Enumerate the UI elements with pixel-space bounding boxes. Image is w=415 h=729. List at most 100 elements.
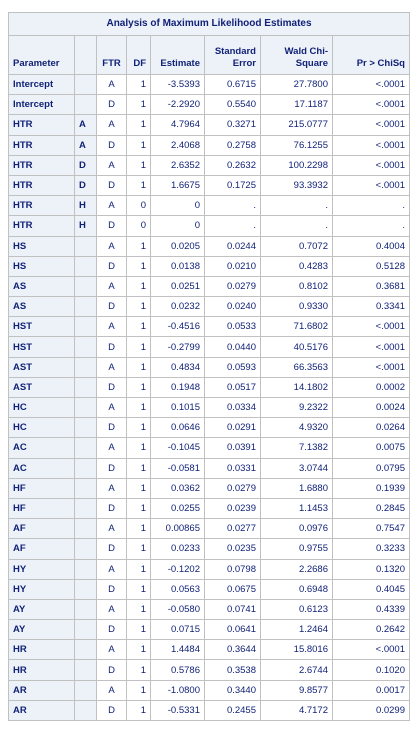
- table-row: HC D 1 0.0646 0.0291 4.9320 0.0264: [8, 417, 410, 439]
- cell-ftr: A: [96, 477, 127, 499]
- cell-level: H: [74, 195, 97, 217]
- table-row: HTR A D 1 2.4068 0.2758 76.1255 <.0001: [8, 134, 410, 156]
- header-wald-chi-square: Wald Chi-Square: [260, 35, 333, 75]
- cell-level: [74, 679, 97, 701]
- header-standard-error: Standard Error: [204, 35, 261, 75]
- table-row: HTR H D 0 0...: [8, 215, 410, 237]
- cell-level: [74, 538, 97, 560]
- cell-wald-chi-square: 3.0744: [260, 457, 333, 479]
- cell-level: [74, 376, 97, 399]
- cell-wald-chi-square: 0.6123: [260, 598, 333, 621]
- cell-standard-error: 0.3271: [204, 114, 261, 136]
- cell-p-value: <.0001: [332, 94, 410, 116]
- table-row: Intercept D 1 -2.2920 0.5540 17.1187 <.0001: [8, 94, 410, 116]
- cell-df: 1: [126, 619, 151, 641]
- cell-wald-chi-square: 2.2686: [260, 558, 333, 580]
- cell-level: D: [74, 174, 97, 197]
- cell-p-value: 0.5128: [332, 255, 410, 277]
- cell-level: [74, 73, 97, 96]
- cell-df: 1: [126, 376, 151, 399]
- cell-standard-error: 0.0279: [204, 275, 261, 298]
- cell-ftr: A: [96, 195, 127, 217]
- table-row: HTR H A 0 0...: [8, 195, 410, 217]
- cell-standard-error: 0.2632: [204, 154, 261, 176]
- table-row: HTR D A 1 2.6352 0.2632 100.2298 <.0001: [8, 154, 410, 176]
- cell-parameter: AS: [8, 296, 75, 318]
- cell-df: 1: [126, 73, 151, 96]
- cell-df: 1: [126, 417, 151, 439]
- cell-ftr: A: [96, 356, 127, 378]
- cell-estimate: 0.0715: [150, 619, 205, 641]
- cell-standard-error: 0.0675: [204, 578, 261, 600]
- table-row: HY D 1 0.0563 0.0675 0.6948 0.4045: [8, 578, 410, 600]
- cell-level: [74, 477, 97, 499]
- cell-ftr: D: [96, 255, 127, 277]
- cell-wald-chi-square: 76.1255: [260, 134, 333, 156]
- cell-parameter: AS: [8, 275, 75, 298]
- cell-df: 1: [126, 518, 151, 540]
- cell-df: 1: [126, 457, 151, 479]
- cell-df: 1: [126, 336, 151, 358]
- cell-level: [74, 639, 97, 661]
- cell-estimate: -0.5331: [150, 699, 205, 722]
- cell-estimate: -0.1202: [150, 558, 205, 580]
- cell-estimate: 0: [150, 215, 205, 237]
- cell-estimate: 0.4834: [150, 356, 205, 378]
- cell-wald-chi-square: 0.4283: [260, 255, 333, 277]
- cell-parameter: HR: [8, 639, 75, 661]
- cell-estimate: 0: [150, 195, 205, 217]
- cell-parameter: HTR: [8, 215, 75, 237]
- cell-parameter: HTR: [8, 195, 75, 217]
- cell-level: [74, 598, 97, 621]
- cell-standard-error: 0.0291: [204, 417, 261, 439]
- cell-level: [74, 578, 97, 600]
- cell-parameter: HST: [8, 336, 75, 358]
- cell-estimate: -3.5393: [150, 73, 205, 96]
- cell-df: 1: [126, 154, 151, 176]
- cell-estimate: 2.6352: [150, 154, 205, 176]
- cell-wald-chi-square: 40.5176: [260, 336, 333, 358]
- cell-parameter: HF: [8, 497, 75, 520]
- cell-level: [74, 316, 97, 338]
- cell-wald-chi-square: 9.8577: [260, 679, 333, 701]
- cell-df: 1: [126, 659, 151, 681]
- cell-parameter: AC: [8, 437, 75, 459]
- cell-wald-chi-square: 9.2322: [260, 396, 333, 419]
- cell-ftr: D: [96, 457, 127, 479]
- header-row: Parameter FTR DF Estimate Standard Error…: [8, 35, 410, 75]
- cell-estimate: 1.6675: [150, 174, 205, 197]
- table-row: HF A 1 0.0362 0.0279 1.6880 0.1939: [8, 477, 410, 499]
- table-row: HST A 1 -0.4516 0.0533 71.6802 <.0001: [8, 316, 410, 338]
- cell-standard-error: 0.3440: [204, 679, 261, 701]
- cell-df: 1: [126, 316, 151, 338]
- cell-p-value: .: [332, 195, 410, 217]
- cell-p-value: 0.0264: [332, 417, 410, 439]
- cell-wald-chi-square: 4.9320: [260, 417, 333, 439]
- cell-standard-error: 0.5540: [204, 94, 261, 116]
- cell-parameter: AST: [8, 356, 75, 378]
- cell-standard-error: 0.0235: [204, 538, 261, 560]
- cell-p-value: <.0001: [332, 174, 410, 197]
- cell-level: [74, 356, 97, 378]
- header-estimate: Estimate: [150, 35, 205, 75]
- table-row: AF A 1 0.00865 0.0277 0.0976 0.7547: [8, 518, 410, 540]
- estimates-table: Analysis of Maximum Likelihood Estimates…: [8, 12, 410, 722]
- table-row: AS A 1 0.0251 0.0279 0.8102 0.3681: [8, 275, 410, 298]
- cell-ftr: D: [96, 619, 127, 641]
- header-ftr: FTR: [96, 35, 127, 75]
- table-row: HR A 1 1.4484 0.3644 15.8016 <.0001: [8, 639, 410, 661]
- cell-estimate: 0.5786: [150, 659, 205, 681]
- cell-estimate: -0.0581: [150, 457, 205, 479]
- cell-level: [74, 497, 97, 520]
- cell-ftr: D: [96, 376, 127, 399]
- cell-parameter: Intercept: [8, 94, 75, 116]
- cell-parameter: HS: [8, 235, 75, 257]
- cell-level: [74, 94, 97, 116]
- cell-ftr: D: [96, 699, 127, 722]
- cell-df: 1: [126, 598, 151, 621]
- cell-wald-chi-square: 71.6802: [260, 316, 333, 338]
- cell-ftr: A: [96, 235, 127, 257]
- cell-parameter: HS: [8, 255, 75, 277]
- cell-ftr: D: [96, 296, 127, 318]
- cell-ftr: D: [96, 497, 127, 520]
